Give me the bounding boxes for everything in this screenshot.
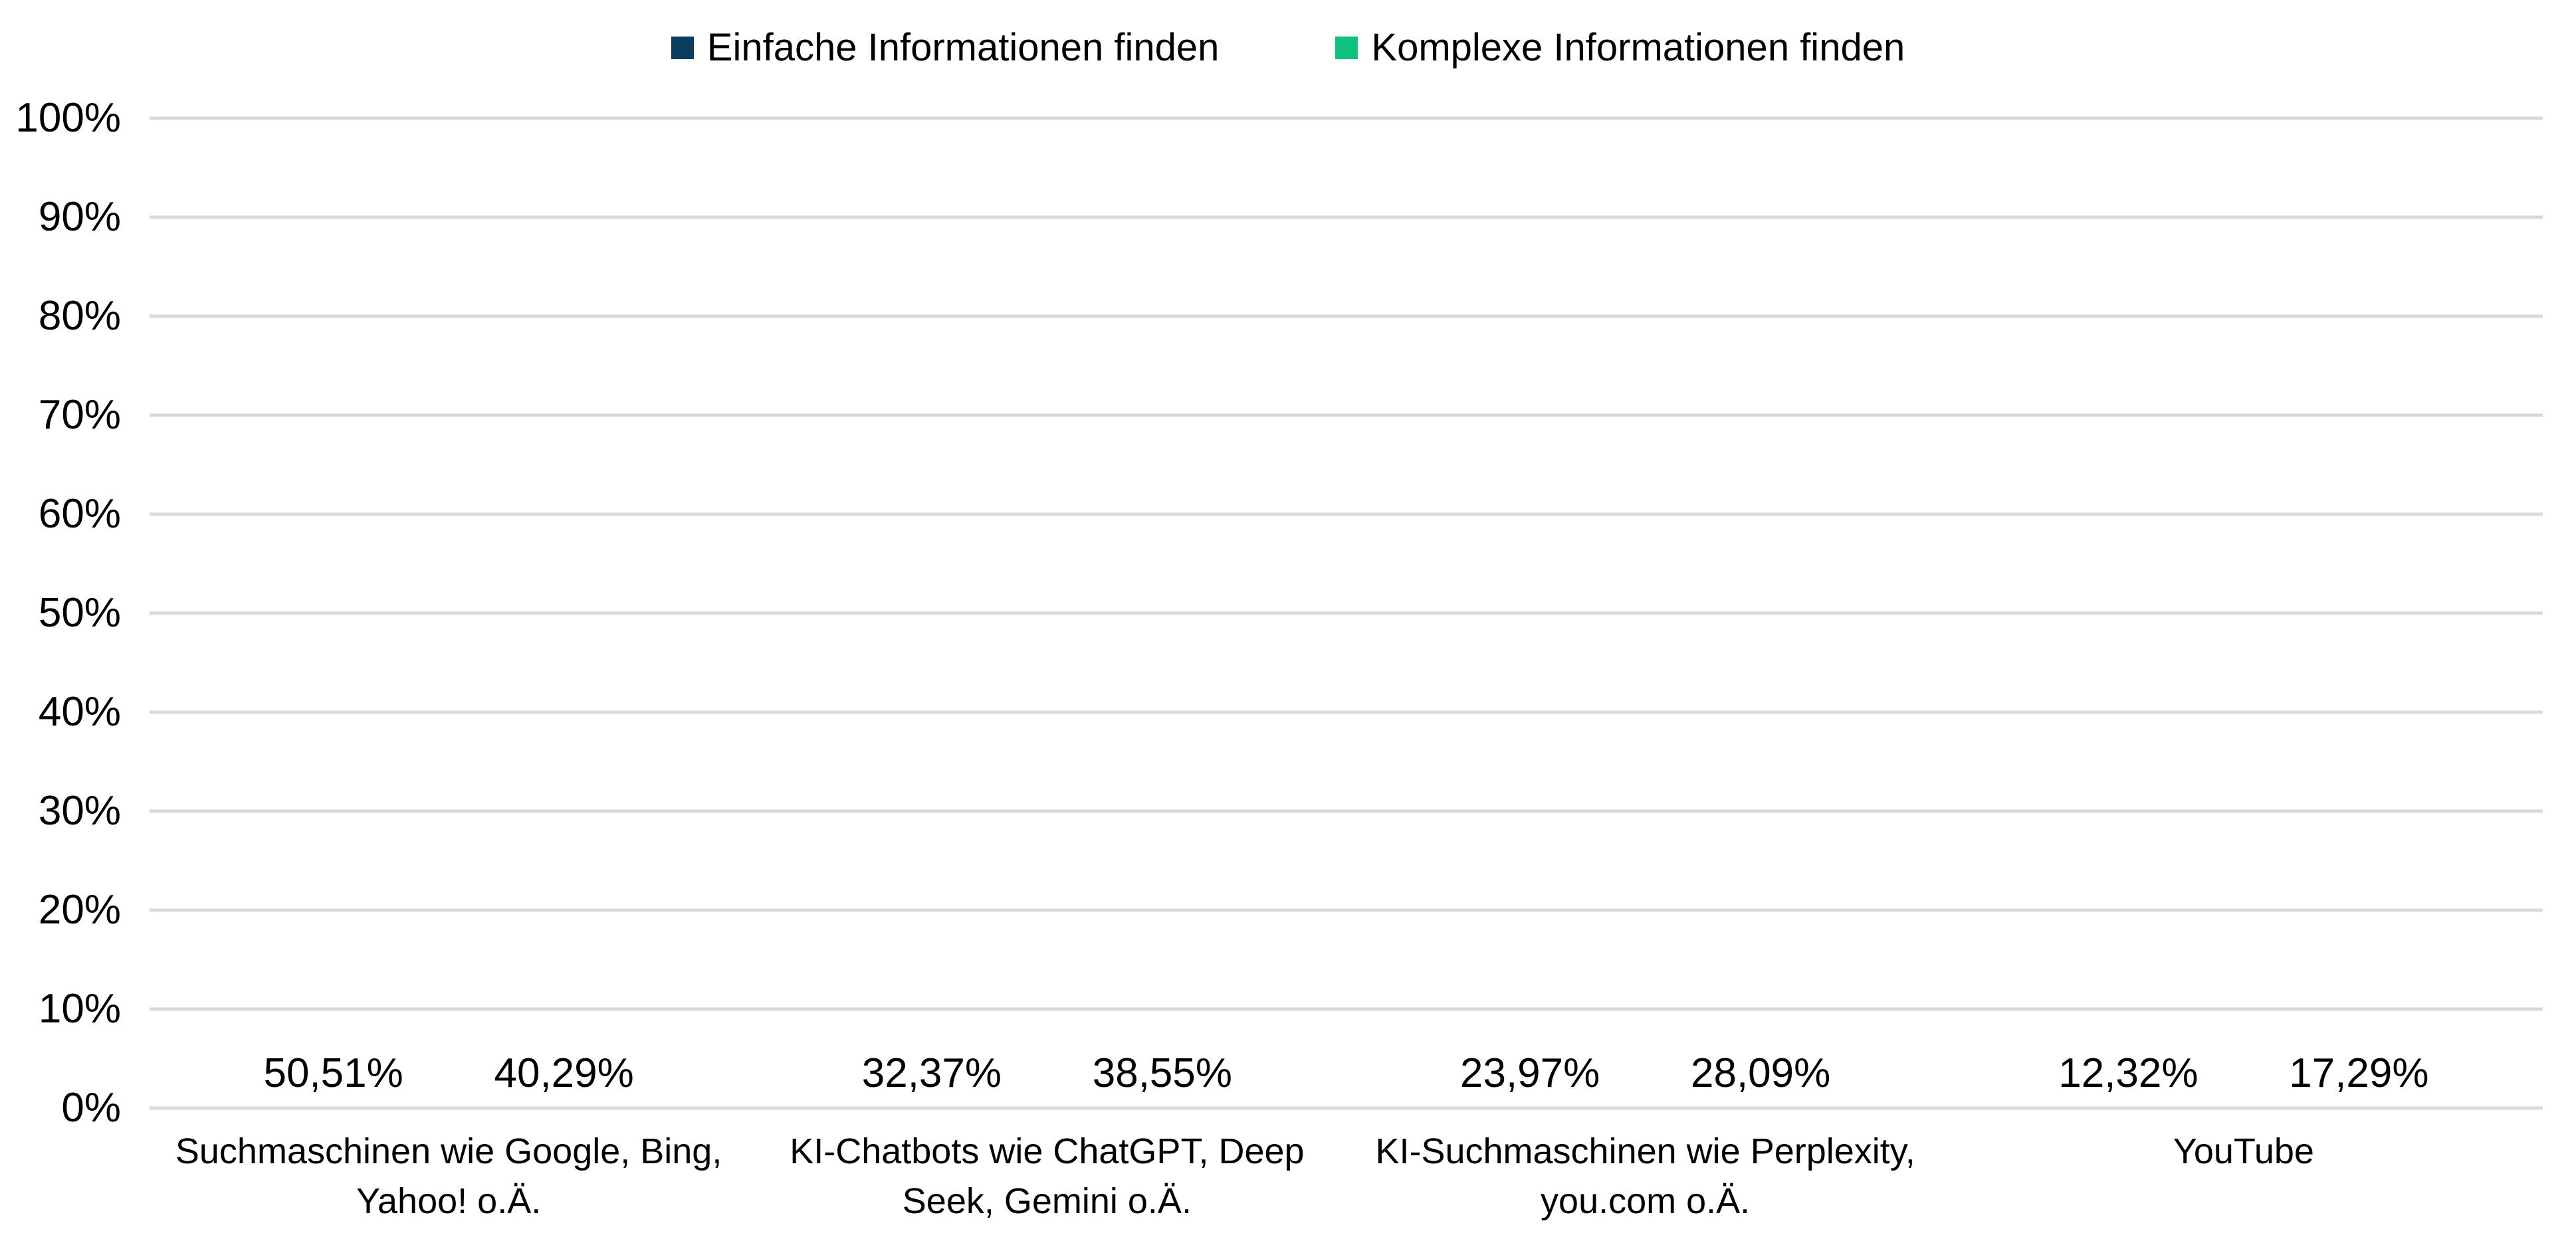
x-axis-category-line: YouTube — [2173, 1131, 2314, 1171]
bar-value-label: 32,37% — [861, 1050, 1002, 1096]
legend-label: Komplexe Informationen finden — [1371, 26, 1905, 69]
legend-swatch-icon — [671, 36, 694, 59]
x-axis-category-label: KI-Suchmaschinen wie Perplexity, you.com … — [1375, 1127, 1915, 1226]
bar-value-label: 50,51% — [263, 1050, 403, 1096]
y-axis-tick-label: 80% — [38, 293, 121, 339]
legend-item-0: Einfache Informationen finden — [671, 25, 1220, 70]
bar-column: 28,09% — [1667, 1053, 1854, 1105]
bar-value-label: 40,29% — [494, 1050, 634, 1096]
legend: Einfache Informationen finden Komplexe In… — [0, 25, 2576, 70]
y-axis-tick-label: 20% — [38, 887, 121, 933]
x-axis-category-label: Suchmaschinen wie Google, Bing, Yahoo! o.… — [175, 1127, 722, 1226]
gridline-0% — [150, 1106, 2543, 1110]
y-axis-tick-label: 60% — [38, 491, 121, 537]
x-axis-category-3: YouTube — [1945, 1127, 2543, 1226]
bar-value-label: 12,32% — [2058, 1050, 2199, 1096]
x-axis-category-2: KI-Suchmaschinen wie Perplexity, you.com … — [1346, 1127, 1945, 1226]
legend-label: Einfache Informationen finden — [706, 26, 1220, 69]
legend-swatch-icon — [1335, 36, 1358, 59]
x-axis-category-line: you.com o.Ä. — [1541, 1181, 1751, 1221]
x-axis-category-line: Suchmaschinen wie Google, Bing, — [175, 1131, 722, 1171]
gridline-10% — [150, 1007, 2543, 1011]
gridline-60% — [150, 512, 2543, 516]
x-axis-category-0: Suchmaschinen wie Google, Bing, Yahoo! o.… — [150, 1127, 748, 1226]
y-axis-tick-label: 0% — [61, 1085, 121, 1131]
bar-column: 50,51% — [241, 1053, 427, 1105]
bar-column: 32,37% — [839, 1053, 1025, 1105]
y-axis-tick-label: 40% — [38, 689, 121, 735]
y-axis-tick-label: 50% — [38, 590, 121, 636]
bar-group-3: 12,32% 17,29% — [1945, 118, 2543, 1105]
y-axis-tick-label: 70% — [38, 392, 121, 438]
bar-group-2: 23,97% 28,09% — [1346, 118, 1945, 1105]
gridline-80% — [150, 314, 2543, 318]
bar-column: 12,32% — [2035, 1053, 2221, 1105]
bar-column: 23,97% — [1437, 1053, 1623, 1105]
x-axis-category-label: YouTube — [2173, 1127, 2314, 1226]
bar-value-label: 23,97% — [1459, 1050, 1600, 1096]
bar-group-1: 32,37% 38,55% — [748, 118, 1346, 1105]
x-axis-category-label: KI-Chatbots wie ChatGPT, Deep Seek, Gemin… — [790, 1127, 1304, 1226]
gridline-40% — [150, 710, 2543, 714]
bar-value-label: 17,29% — [2289, 1050, 2429, 1096]
bar-column: 40,29% — [471, 1053, 657, 1105]
y-axis-tick-label: 10% — [38, 986, 121, 1032]
bar-column: 38,55% — [1069, 1053, 1255, 1105]
gridline-30% — [150, 809, 2543, 813]
y-axis-tick-label: 100% — [15, 95, 121, 141]
gridline-70% — [150, 413, 2543, 417]
bar-group-0: 50,51% 40,29% — [150, 118, 748, 1105]
gridline-100% — [150, 116, 2543, 120]
x-axis-category-line: Seek, Gemini o.Ä. — [902, 1181, 1192, 1221]
y-axis-tick-label: 90% — [38, 194, 121, 240]
plot-area: 50,51% 40,29% 32,37% 38,55% 23,97% 28,09% 12,3… — [150, 116, 2543, 1110]
bar-value-label: 28,09% — [1690, 1050, 1831, 1096]
bar-value-label: 38,55% — [1092, 1050, 1233, 1096]
x-axis: Suchmaschinen wie Google, Bing, Yahoo! o.… — [150, 1127, 2543, 1226]
y-axis-tick-label: 30% — [38, 788, 121, 834]
gridline-90% — [150, 215, 2543, 219]
legend-item-1: Komplexe Informationen finden — [1335, 25, 1905, 70]
bar-groups: 50,51% 40,29% 32,37% 38,55% 23,97% 28,09% 12,3… — [150, 118, 2543, 1105]
x-axis-category-line: KI-Chatbots wie ChatGPT, Deep — [790, 1131, 1305, 1171]
x-axis-category-1: KI-Chatbots wie ChatGPT, Deep Seek, Gemin… — [748, 1127, 1346, 1226]
bar-column: 17,29% — [2266, 1053, 2452, 1105]
y-axis: 0% 10% 20% 30% 40% 50% 60% 70% 80% 90% 100% — [0, 98, 121, 1129]
gridline-20% — [150, 908, 2543, 912]
x-axis-category-line: KI-Suchmaschinen wie Perplexity, — [1375, 1131, 1915, 1171]
gridline-50% — [150, 611, 2543, 615]
x-axis-category-line: Yahoo! o.Ä. — [356, 1181, 542, 1221]
